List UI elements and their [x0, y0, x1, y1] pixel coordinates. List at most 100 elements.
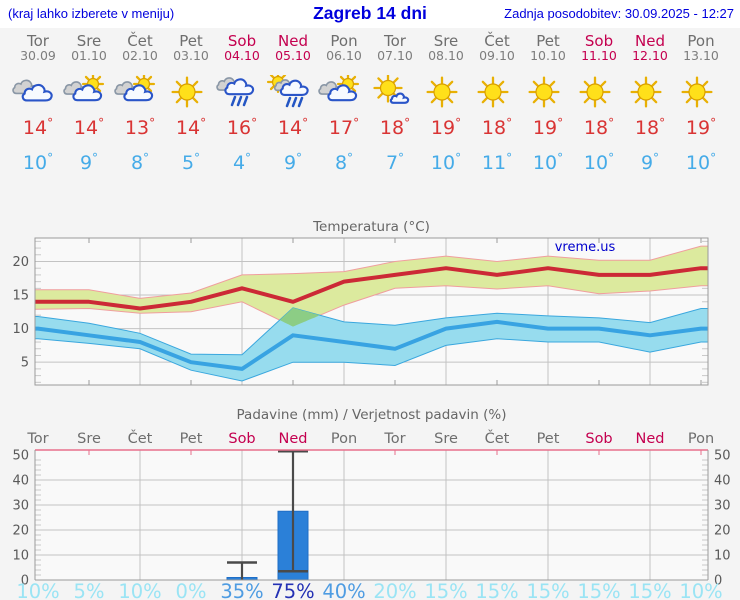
day-column[interactable]: Sre 01.10 14° 9°	[63, 33, 115, 174]
sunny-icon	[624, 75, 676, 109]
day-min-temp: 10°	[583, 151, 615, 174]
precip-probability-label: 15%	[526, 580, 569, 600]
day-name: Pet	[179, 32, 203, 50]
day-max-temp: 14°	[73, 116, 105, 139]
day-date: 07.10	[377, 48, 413, 63]
sun-shape	[528, 76, 560, 108]
sunny-icon	[420, 75, 472, 109]
precip-probability-label: 15%	[577, 580, 620, 600]
precip-probability-label: 10%	[118, 580, 161, 600]
sun-shape	[373, 75, 403, 103]
cloudy-icon	[12, 75, 64, 109]
day-column[interactable]: Sob 04.10 16° 4°	[216, 33, 268, 174]
day-min-temp: 10°	[22, 151, 54, 174]
day-column[interactable]: Ned 12.10 18° 9°	[624, 33, 676, 174]
precip-y-label-right: 10	[714, 549, 731, 564]
precip-y-label-right: 50	[714, 449, 731, 464]
precip-y-label-left: 20	[12, 524, 29, 539]
day-date: 03.10	[173, 48, 209, 63]
day-column[interactable]: Tor 30.09 14° 10°	[12, 33, 64, 174]
day-date: 08.10	[428, 48, 464, 63]
precip-day-label: Sob	[228, 431, 255, 447]
precip-y-label-left: 50	[12, 449, 29, 464]
precip-probability-label: 75%	[271, 580, 314, 600]
precip-day-label: Ned	[636, 431, 665, 447]
day-name: Ned	[635, 32, 665, 50]
day-min-temp: 9°	[640, 151, 660, 174]
day-column[interactable]: Pet 03.10 14° 5°	[165, 33, 217, 174]
day-column[interactable]: Pon 13.10 19° 10°	[675, 33, 727, 174]
watermark: vreme.us	[555, 240, 616, 255]
precip-day-label: Pet	[180, 431, 203, 447]
day-column[interactable]: Tor 07.10 18° 7°	[369, 33, 421, 174]
day-min-temp: 4°	[232, 151, 252, 174]
rain-icon	[216, 75, 268, 109]
day-max-temp: 14°	[175, 116, 207, 139]
precip-day-label: Čet	[485, 429, 510, 447]
day-max-temp: 16°	[226, 116, 258, 139]
sun-small-cloud-icon	[369, 75, 421, 109]
day-column[interactable]: Sob 11.10 18° 10°	[573, 33, 625, 174]
day-date: 02.10	[122, 48, 158, 63]
day-max-temp: 18°	[583, 116, 615, 139]
day-name: Ned	[278, 32, 308, 50]
precip-day-label: Pet	[537, 431, 560, 447]
temp-chart-frame	[34, 237, 709, 386]
day-date: 04.10	[224, 48, 260, 63]
day-max-temp: 19°	[532, 116, 564, 139]
day-name: Pon	[687, 32, 715, 50]
day-date: 10.10	[530, 48, 566, 63]
last-updated: Zadnja posodobitev: 30.09.2025 - 12:27	[504, 6, 734, 21]
day-max-temp: 18°	[481, 116, 513, 139]
precip-y-label-left: 0	[21, 574, 29, 589]
day-column[interactable]: Ned 05.10 14° 9°	[267, 33, 319, 174]
day-min-temp: 10°	[430, 151, 462, 174]
day-date: 13.10	[683, 48, 719, 63]
precip-probability-label: 0%	[176, 580, 207, 600]
sun-shape	[426, 76, 458, 108]
location-menu-hint[interactable]: (kraj lahko izberete v meniju)	[8, 6, 175, 21]
day-name: Sre	[76, 32, 102, 50]
sun-cloud-icon	[318, 75, 370, 109]
precip-probability-label: 15%	[475, 580, 518, 600]
precip-probability-label: 40%	[322, 580, 365, 600]
precip-probability-label: 15%	[424, 580, 467, 600]
max-temperature-line	[35, 266, 708, 311]
day-min-temp: 9°	[79, 151, 99, 174]
day-min-temp: 8°	[334, 151, 354, 174]
day-max-temp: 13°	[124, 116, 156, 139]
precip-probability-label: 35%	[220, 580, 263, 600]
temp-y-label: 10	[12, 322, 29, 337]
day-column[interactable]: Čet 02.10 13° 8°	[114, 33, 166, 174]
day-min-temp: 10°	[685, 151, 717, 174]
temp-y-label: 15	[12, 289, 29, 304]
day-column[interactable]: Pon 06.10 17° 8°	[318, 33, 370, 174]
band-overlap-region	[280, 307, 319, 327]
precip-day-label: Sre	[77, 431, 101, 447]
day-date: 01.10	[71, 48, 107, 63]
day-column[interactable]: Sre 08.10 19° 10°	[420, 33, 472, 174]
day-column[interactable]: Čet 09.10 18° 11°	[471, 33, 523, 174]
precip-y-label-right: 30	[714, 499, 731, 514]
page-title: Zagreb 14 dni	[313, 3, 427, 23]
header: (kraj lahko izberete v meniju) Zagreb 14…	[0, 0, 740, 28]
day-name: Čet	[484, 32, 510, 50]
precip-y-label-right: 0	[714, 574, 722, 589]
precip-probability-label: 15%	[628, 580, 671, 600]
precip-y-label-left: 30	[12, 499, 29, 514]
temperature-chart: 5 10 15 20 Temperatura (°C) vreme.us	[12, 219, 709, 386]
min-temperature-line	[35, 319, 708, 371]
temp-y-label: 5	[21, 356, 29, 371]
day-column[interactable]: Pet 10.10 19° 10°	[522, 33, 574, 174]
precip-y-label-right: 40	[714, 474, 731, 489]
day-min-temp: 8°	[130, 151, 150, 174]
precip-y-label-right: 20	[714, 524, 731, 539]
day-max-temp: 17°	[328, 116, 360, 139]
sunny-icon	[471, 75, 523, 109]
day-max-temp: 18°	[379, 116, 411, 139]
day-name: Sre	[433, 32, 459, 50]
day-min-temp: 10°	[532, 151, 564, 174]
day-columns: Tor 30.09 14° 10° Sre 01.10 14° 9° Čet 02.10 13° 8°…	[0, 33, 740, 174]
min-temperature-range-upper-edge	[35, 307, 708, 356]
day-name: Pon	[330, 32, 358, 50]
